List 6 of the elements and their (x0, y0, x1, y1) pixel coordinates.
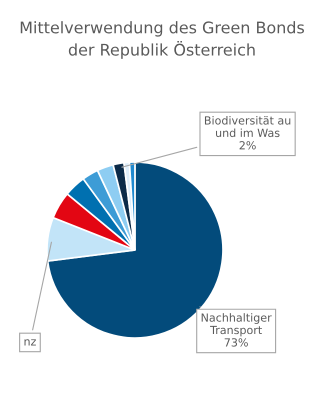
slice-label: nz (24, 339, 36, 346)
data-label: 73% (224, 338, 248, 347)
data-label: 2% (240, 141, 256, 150)
slice-label: Nachhaltiger Transport (202, 313, 272, 336)
slice-label: Biodiversität au und im Was (204, 116, 290, 138)
chart-title: Mittelverwendung des Green Bonds der Republik Österreich (20, 21, 304, 59)
